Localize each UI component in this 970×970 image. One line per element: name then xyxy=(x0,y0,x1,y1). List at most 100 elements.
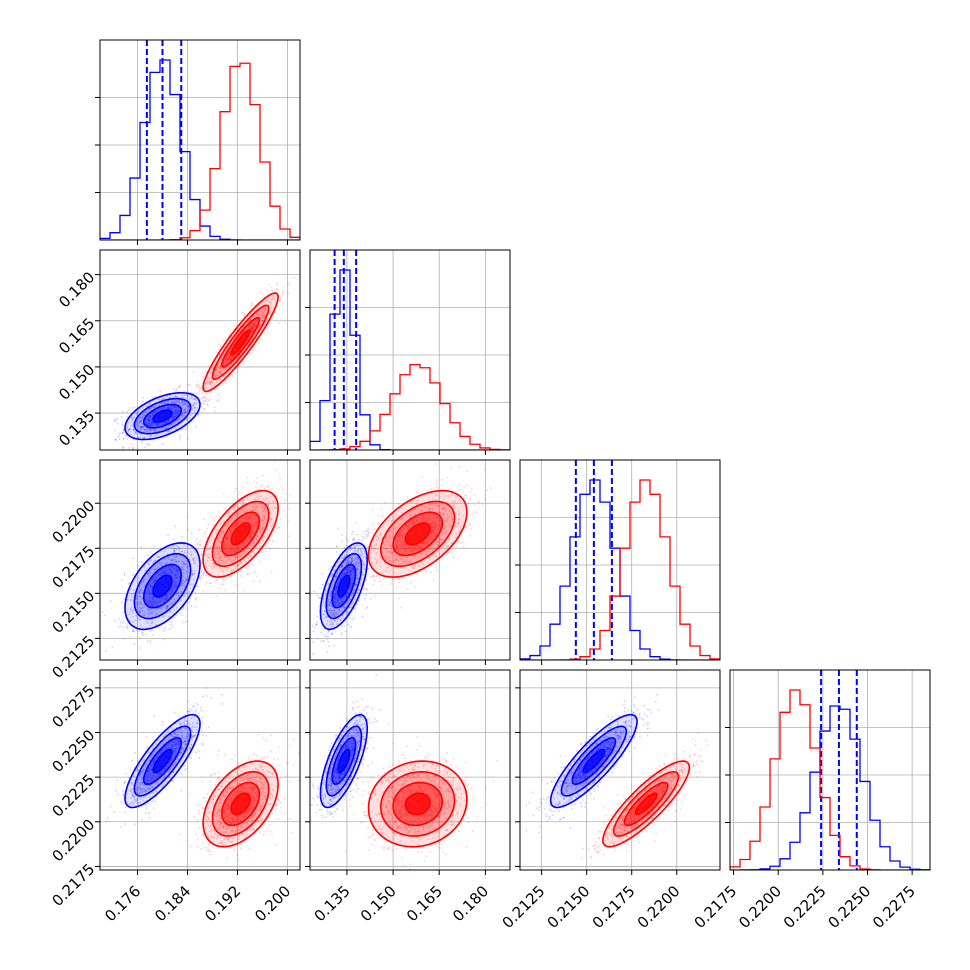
scatter-point xyxy=(129,428,131,431)
scatter-point xyxy=(173,417,176,420)
scatter-point xyxy=(324,589,327,591)
scatter-point xyxy=(444,506,446,509)
scatter-point xyxy=(226,538,229,541)
scatter-point xyxy=(393,519,395,522)
scatter-point xyxy=(228,557,231,560)
scatter-point xyxy=(121,424,124,427)
scatter-point xyxy=(469,498,471,501)
scatter-point xyxy=(206,403,209,406)
scatter-point xyxy=(193,557,195,560)
scatter-point xyxy=(153,429,156,432)
scatter-point xyxy=(242,486,245,489)
scatter-point xyxy=(178,409,181,412)
scatter-point xyxy=(277,526,280,528)
scatter-point xyxy=(140,426,143,428)
scatter-point xyxy=(148,422,151,425)
scatter-point xyxy=(352,592,355,594)
scatter-point xyxy=(330,602,332,605)
scatter-point xyxy=(166,606,168,609)
scatter-point xyxy=(149,408,151,410)
scatter-point xyxy=(251,529,253,532)
scatter-point xyxy=(332,573,334,575)
scatter-point xyxy=(163,397,165,400)
scatter-point xyxy=(169,595,172,597)
scatter-point xyxy=(443,531,445,534)
scatter-point xyxy=(270,290,273,292)
scatter-point xyxy=(265,309,267,312)
scatter-point xyxy=(172,567,175,570)
scatter-point xyxy=(231,362,234,365)
scatter-point xyxy=(349,570,352,573)
scatter-point xyxy=(333,578,335,581)
scatter-point xyxy=(165,569,168,571)
scatter-point xyxy=(377,514,380,517)
scatter-point xyxy=(267,283,270,286)
scatter-point xyxy=(138,591,141,594)
scatter-point xyxy=(206,397,209,400)
scatter-point xyxy=(286,282,289,285)
scatter-point xyxy=(170,562,172,565)
scatter-point xyxy=(206,537,208,539)
scatter-point xyxy=(265,300,268,303)
scatter-point xyxy=(287,519,290,522)
scatter-point xyxy=(222,369,225,371)
scatter-point xyxy=(361,559,364,562)
scatter-point xyxy=(219,372,222,375)
scatter-point xyxy=(156,571,159,574)
scatter-point xyxy=(219,556,222,559)
scatter-point xyxy=(378,523,381,526)
contour-line xyxy=(211,500,270,568)
scatter-point xyxy=(262,511,264,513)
scatter-point xyxy=(224,543,226,545)
scatter-point xyxy=(183,543,186,546)
scatter-point xyxy=(331,632,334,635)
scatter-point xyxy=(409,516,411,519)
scatter-point xyxy=(256,502,259,505)
scatter-point xyxy=(254,323,257,326)
scatter-point xyxy=(276,496,279,499)
scatter-point xyxy=(227,520,230,523)
scatter-point xyxy=(174,427,177,430)
scatter-point xyxy=(423,506,426,509)
scatter-point xyxy=(194,592,196,594)
scatter-point xyxy=(341,625,343,627)
scatter-point xyxy=(149,401,152,404)
scatter-point xyxy=(233,354,236,357)
scatter-point xyxy=(272,539,274,542)
scatter-point xyxy=(249,534,252,537)
scatter-point xyxy=(193,605,196,607)
scatter-point xyxy=(151,593,153,596)
scatter-point xyxy=(259,492,262,495)
scatter-point xyxy=(356,592,359,594)
scatter-point xyxy=(142,407,145,409)
scatter-point xyxy=(350,583,353,585)
scatter-point xyxy=(139,611,141,614)
scatter-point xyxy=(258,528,261,531)
scatter-point xyxy=(230,551,233,554)
scatter-point xyxy=(270,306,273,309)
scatter-point xyxy=(312,630,315,633)
scatter-point xyxy=(163,567,166,570)
scatter-point xyxy=(167,400,170,403)
scatter-point xyxy=(270,517,273,520)
scatter-point xyxy=(184,397,187,400)
scatter-point xyxy=(183,595,185,598)
scatter-point xyxy=(173,617,176,619)
scatter-point xyxy=(126,438,129,440)
scatter-point xyxy=(406,547,409,550)
scatter-point xyxy=(185,578,188,581)
scatter-point xyxy=(126,424,128,427)
scatter-point xyxy=(223,579,225,582)
scatter-point xyxy=(225,357,228,360)
scatter-point xyxy=(156,423,159,426)
contour-line xyxy=(202,489,279,578)
scatter-point xyxy=(333,594,336,596)
scatter-point xyxy=(247,516,250,519)
scatter-point xyxy=(269,517,272,520)
scatter-point xyxy=(152,577,155,580)
scatter-point xyxy=(127,427,130,430)
scatter-point xyxy=(230,530,232,533)
scatter-point xyxy=(152,561,155,564)
scatter-point xyxy=(161,572,163,575)
scatter-point xyxy=(214,515,217,518)
